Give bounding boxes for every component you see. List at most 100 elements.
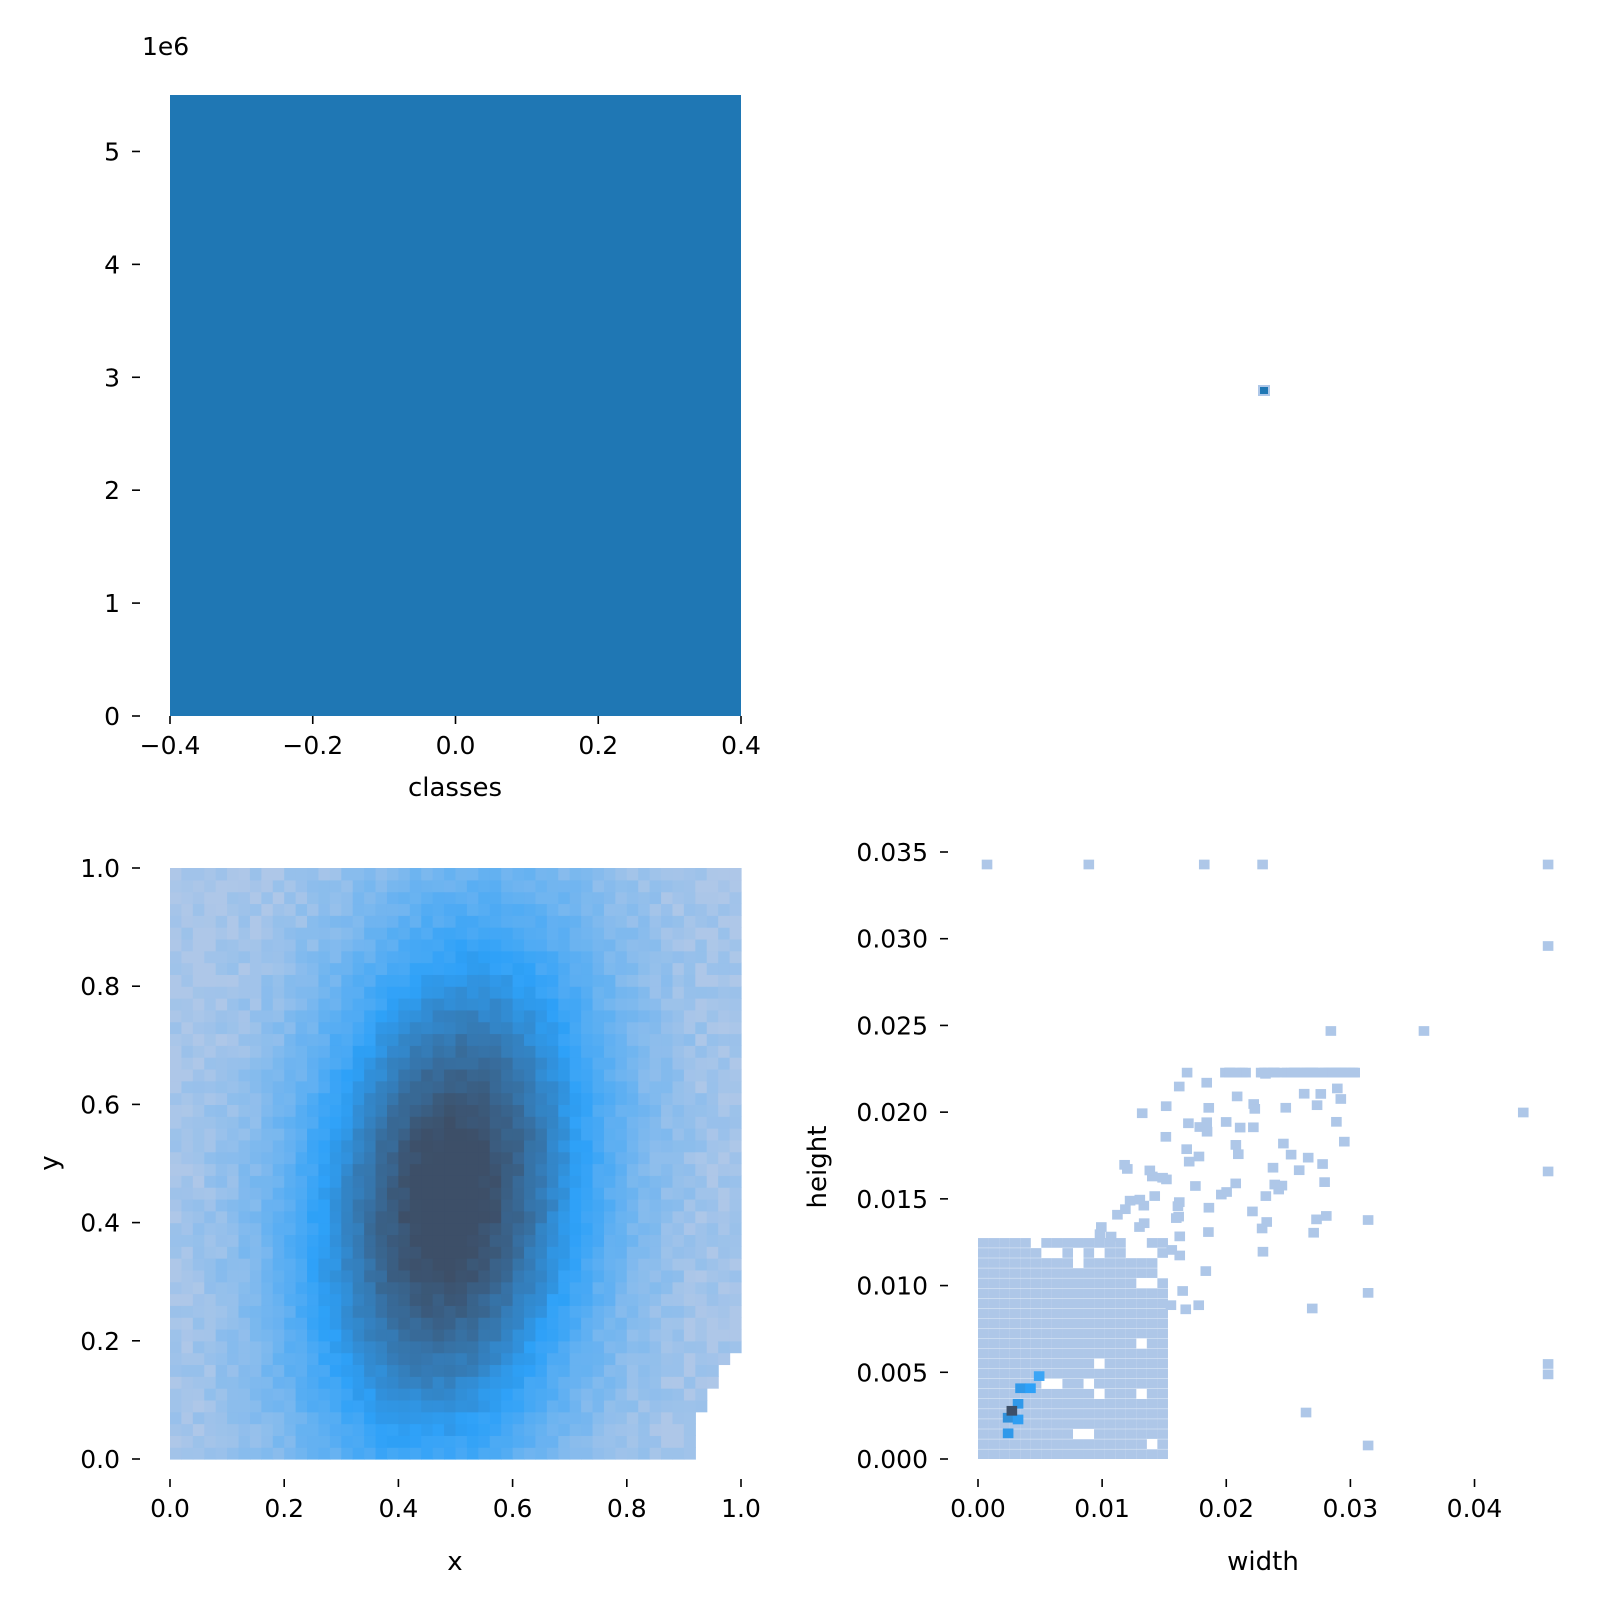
xy-heatmap-cell bbox=[581, 986, 594, 999]
xy-heatmap-cell bbox=[581, 1033, 594, 1046]
xy-heatmap-cell bbox=[318, 1057, 331, 1070]
wh-heatmap-cell bbox=[1115, 1248, 1126, 1258]
xy-heatmap-cell bbox=[524, 1068, 537, 1082]
wh-heatmap-cell bbox=[1041, 1278, 1052, 1288]
xy-heatmap-cell bbox=[535, 1388, 548, 1401]
xy-heatmap-cell bbox=[626, 1222, 639, 1236]
wh-heatmap-cell bbox=[1157, 1409, 1168, 1419]
wh-heatmap-cell bbox=[1062, 1278, 1074, 1288]
wh-heatmap-cell bbox=[1104, 1308, 1116, 1319]
xy-heatmap-cell bbox=[352, 962, 365, 975]
xy-heatmap-cell bbox=[672, 1092, 685, 1105]
xy-heatmap-cell bbox=[444, 868, 457, 881]
wh-heatmap-cell bbox=[1183, 1118, 1194, 1129]
xy-heatmap-cell bbox=[466, 1092, 479, 1105]
xy-heatmap-cell bbox=[501, 903, 514, 916]
xy-heatmap-cell bbox=[170, 1198, 183, 1212]
xy-heatmap-cell bbox=[398, 1068, 411, 1082]
xy-heatmap-cell bbox=[432, 1009, 445, 1023]
xy-heatmap-cell bbox=[352, 1340, 365, 1354]
xy-heatmap-cell bbox=[432, 903, 445, 916]
xy-heatmap-cell bbox=[364, 1411, 377, 1425]
xy-heatmap-cell bbox=[364, 1198, 377, 1212]
xy-heatmap-cell bbox=[615, 1364, 628, 1377]
xy-heatmap-cell bbox=[386, 1187, 399, 1200]
xy-heatmap-cell bbox=[706, 1210, 719, 1224]
xy-heatmap-cell bbox=[341, 1104, 354, 1117]
xy-heatmap-cell bbox=[192, 1009, 205, 1023]
xy-heatmap-cell bbox=[466, 1317, 479, 1330]
xy-heatmap-cell bbox=[672, 1104, 685, 1117]
xy-heatmap-cell bbox=[603, 891, 616, 905]
xy-heatmap-cell bbox=[706, 1045, 719, 1058]
xy-heatmap-cell bbox=[215, 1411, 228, 1425]
xy-heatmap-cell bbox=[375, 879, 388, 893]
xy-heatmap-cell bbox=[501, 1116, 514, 1129]
xy-heatmap-cell bbox=[421, 998, 434, 1011]
xy-heatmap-cell bbox=[683, 1293, 696, 1306]
xy-heatmap-cell bbox=[615, 1423, 628, 1436]
xy-heatmap-cell bbox=[535, 1340, 548, 1354]
xy-heatmap-cell bbox=[649, 1352, 662, 1366]
xy-heatmap-cell bbox=[683, 1009, 696, 1023]
wh-heatmap-cell bbox=[1104, 1288, 1116, 1299]
xy-heatmap-cell bbox=[649, 1388, 662, 1401]
xy-heatmap-cell bbox=[512, 915, 525, 928]
wh-heatmap-cell bbox=[1020, 1288, 1031, 1299]
xy-heatmap-cell bbox=[558, 1092, 571, 1105]
xy-heatmap-cell bbox=[649, 1411, 662, 1425]
wh-heatmap-cell bbox=[1083, 1419, 1095, 1429]
xy-heatmap-cell bbox=[444, 1021, 457, 1035]
xy-heatmap-cell bbox=[706, 1258, 719, 1271]
xy-heatmap-cell bbox=[227, 1352, 240, 1366]
xy-heatmap-cell bbox=[581, 1092, 594, 1105]
xy-heatmap-cell bbox=[432, 962, 445, 975]
xy-heatmap-cell bbox=[535, 1080, 548, 1094]
xy-heatmap-cell bbox=[638, 1246, 651, 1259]
xy-heatmap-cell bbox=[375, 868, 388, 881]
xy-heatmap-cell bbox=[626, 927, 639, 940]
xy-heatmap-cell bbox=[478, 1021, 491, 1035]
xy-heatmap-cell bbox=[558, 950, 571, 964]
xy-heatmap-cell bbox=[638, 1198, 651, 1212]
xy-heatmap-cell bbox=[661, 1045, 674, 1058]
xy-heatmap-cell bbox=[455, 1151, 468, 1165]
xy-heatmap-cell bbox=[215, 1364, 228, 1377]
wh-heatmap-cell bbox=[1311, 1100, 1323, 1111]
xy-heatmap-cell bbox=[364, 974, 377, 987]
wh-heatmap-cell bbox=[1009, 1298, 1021, 1309]
xy-heatmap-cell bbox=[386, 1021, 399, 1035]
xy-heatmap-cell bbox=[432, 1234, 445, 1247]
wh-heatmap-cell bbox=[1542, 1166, 1554, 1177]
xy-heatmap-cell bbox=[592, 1246, 605, 1259]
xy-heatmap-cell bbox=[227, 1139, 240, 1153]
xy-heatmap-cell bbox=[398, 1057, 411, 1070]
wh-heatmap-cell bbox=[1104, 1258, 1116, 1268]
xy-heatmap-cell bbox=[284, 1139, 297, 1153]
xy-heatmap-cell bbox=[318, 974, 331, 987]
xy-heatmap-cell bbox=[364, 1258, 377, 1271]
wh-heatmap-cell bbox=[1125, 1388, 1137, 1399]
xy-heatmap-cell bbox=[706, 1352, 719, 1366]
xy-heatmap-cell bbox=[192, 1057, 205, 1070]
xy-heatmap-cell bbox=[170, 1175, 183, 1188]
wh-heatmap-cell bbox=[1157, 1288, 1168, 1299]
xy-heatmap-cell bbox=[215, 1175, 228, 1188]
wh-heatmap-cell bbox=[1094, 1238, 1105, 1248]
xy-heatmap-cell bbox=[329, 1187, 342, 1200]
xy-heatmap-cell bbox=[603, 962, 616, 975]
xy-heatmap-cell bbox=[603, 986, 616, 999]
xy-heatmap-cell bbox=[706, 903, 719, 916]
xy-heatmap-cell bbox=[638, 1021, 651, 1035]
xy-heatmap-cell bbox=[181, 1198, 194, 1212]
xy-heatmap-cell bbox=[409, 1293, 422, 1306]
xy-heatmap-cell bbox=[569, 1104, 582, 1117]
xy-heatmap-cell bbox=[375, 974, 388, 987]
xy-heatmap-cell bbox=[249, 1281, 262, 1295]
xy-heatmap-cell bbox=[261, 1021, 274, 1035]
xy-heatmap-cell bbox=[227, 1151, 240, 1165]
xy-heatmap-cell bbox=[615, 1128, 628, 1141]
xy-heatmap-cell bbox=[227, 1246, 240, 1259]
xy-heatmap-cell bbox=[512, 1269, 525, 1283]
xy-heatmap-cell bbox=[524, 1104, 537, 1117]
